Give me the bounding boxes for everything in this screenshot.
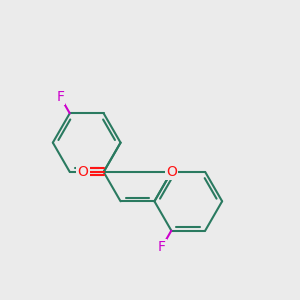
Text: O: O <box>166 165 177 179</box>
Text: O: O <box>78 165 88 179</box>
Text: F: F <box>56 90 64 104</box>
Text: F: F <box>158 240 166 254</box>
